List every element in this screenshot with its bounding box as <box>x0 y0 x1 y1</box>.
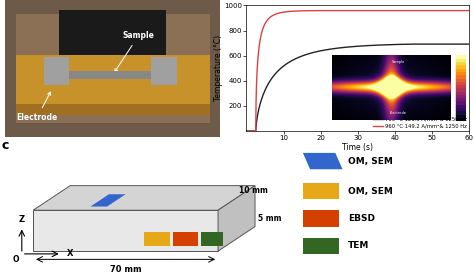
Text: OM, SEM: OM, SEM <box>348 187 393 195</box>
Text: OM, SEM: OM, SEM <box>348 157 393 165</box>
Polygon shape <box>33 186 255 210</box>
Text: 70 mm: 70 mm <box>110 265 141 273</box>
FancyBboxPatch shape <box>303 183 339 199</box>
Bar <box>59 10 166 61</box>
Bar <box>151 57 177 85</box>
Bar <box>16 14 210 123</box>
Text: Sample: Sample <box>392 60 405 64</box>
Text: Electrode: Electrode <box>17 92 58 122</box>
X-axis label: Time (s): Time (s) <box>342 143 374 152</box>
Text: TEM: TEM <box>348 241 369 250</box>
FancyBboxPatch shape <box>303 238 339 254</box>
FancyBboxPatch shape <box>303 210 339 227</box>
Text: c: c <box>2 139 9 152</box>
Bar <box>173 232 198 246</box>
Polygon shape <box>303 153 343 169</box>
Text: EBSD: EBSD <box>348 214 375 223</box>
Polygon shape <box>33 210 218 251</box>
Bar <box>44 57 69 85</box>
Text: X: X <box>67 250 74 258</box>
Bar <box>201 232 223 246</box>
Text: Electrode: Electrode <box>390 111 407 115</box>
Bar <box>144 232 170 246</box>
Text: O: O <box>12 255 19 264</box>
Polygon shape <box>91 194 126 206</box>
Text: Z: Z <box>19 215 25 224</box>
Bar <box>69 71 151 79</box>
Text: 10 mm: 10 mm <box>239 186 268 195</box>
Legend: 700 °C·121.5 A/mm²& 1250 Hz, 960 °C·149.2 A/mm²& 1250 Hz: 700 °C·121.5 A/mm²& 1250 Hz, 960 °C·149.… <box>373 117 466 128</box>
Bar <box>16 104 210 115</box>
Text: Sample: Sample <box>115 31 155 72</box>
Y-axis label: Temperature (°C): Temperature (°C) <box>214 35 223 101</box>
Bar <box>16 55 210 109</box>
Text: 5 mm: 5 mm <box>258 214 282 223</box>
Polygon shape <box>218 186 255 251</box>
